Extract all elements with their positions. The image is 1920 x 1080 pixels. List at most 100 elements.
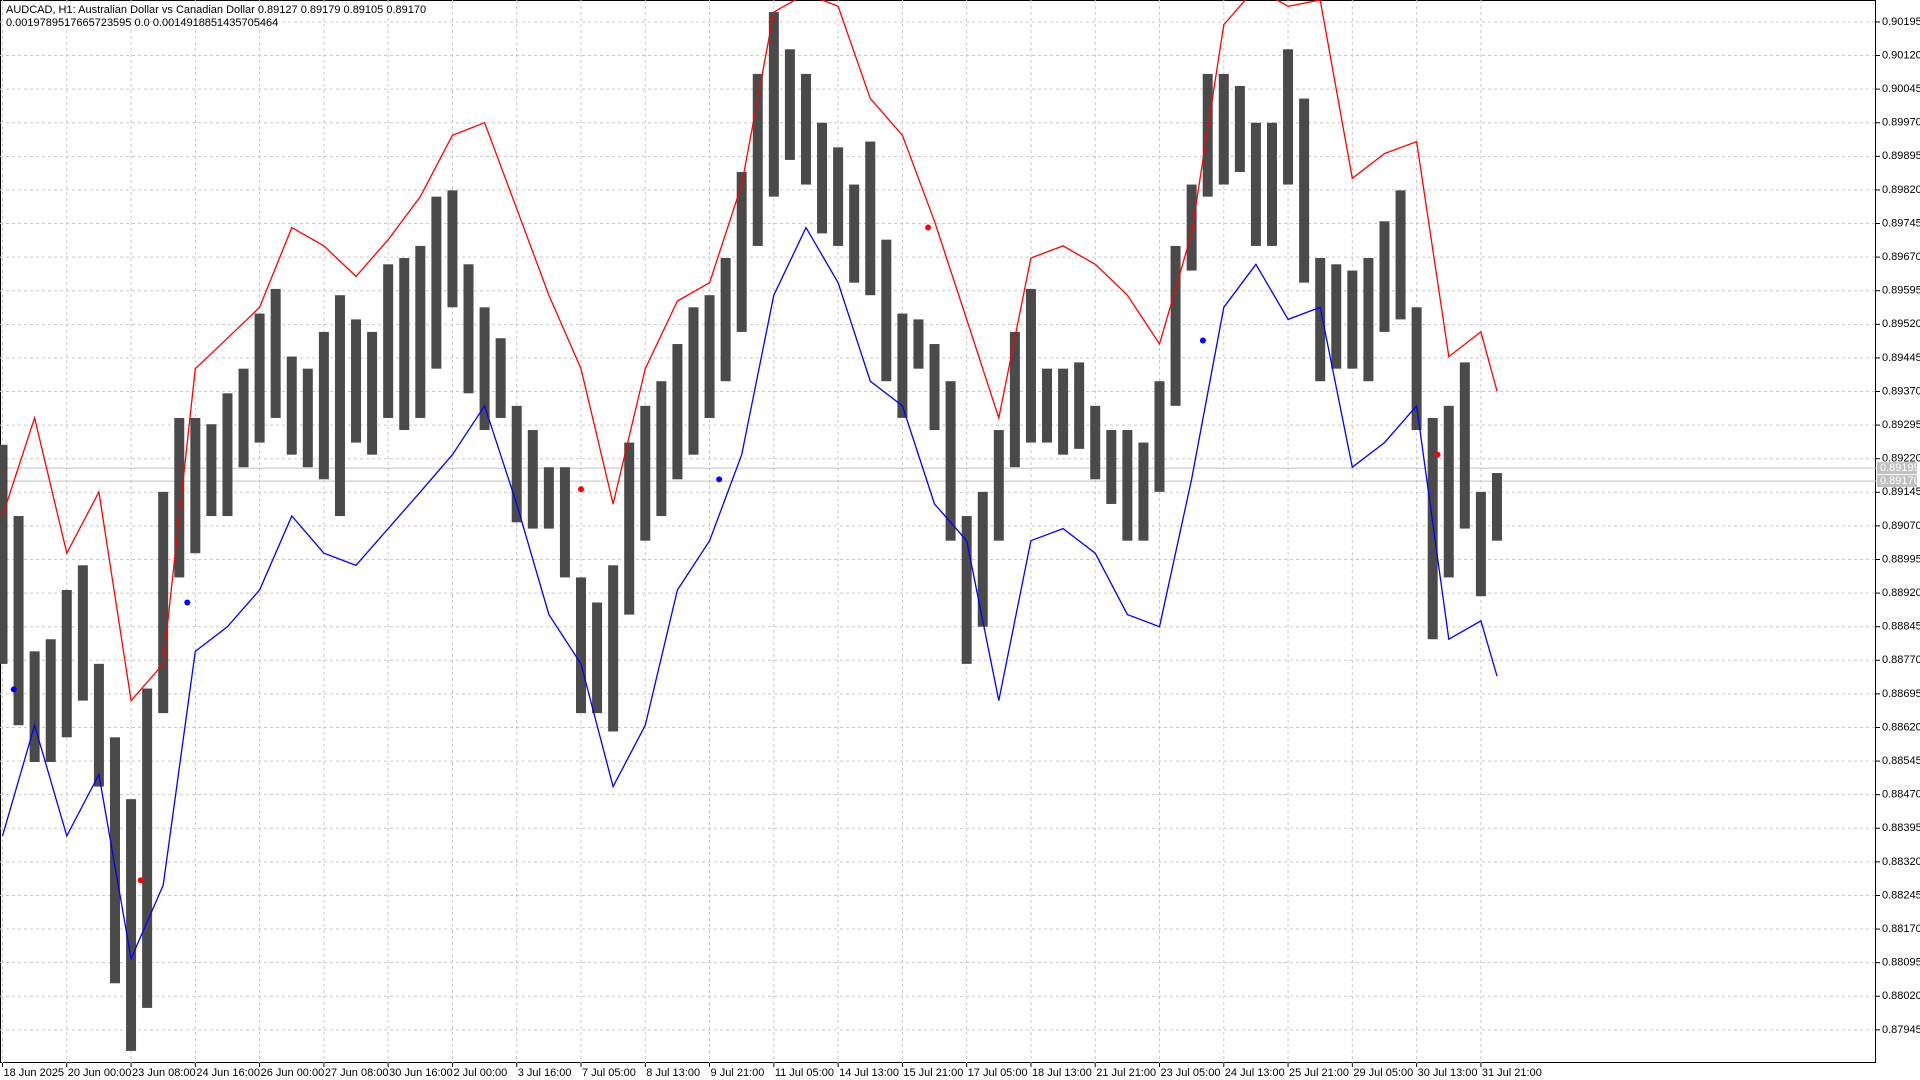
price-bar — [1379, 221, 1390, 332]
band-line — [1, 0, 1498, 703]
price-bar — [29, 651, 40, 762]
price-bar — [222, 393, 233, 517]
x-tick-label: 3 Jul 16:00 — [518, 1067, 572, 1079]
x-tick-label: 20 Jun 00:00 — [68, 1067, 132, 1079]
x-tick-label: 18 Jun 2025 — [4, 1067, 65, 1079]
y-tick-label: 0.90045 — [1882, 83, 1920, 95]
x-tick-label: 2 Jul 00:00 — [453, 1067, 507, 1079]
x-tick-label: 31 Jul 21:00 — [1482, 1067, 1542, 1079]
price-bar — [1250, 122, 1261, 246]
price-bar — [286, 356, 297, 455]
price-label: 0.89199 — [1880, 462, 1920, 474]
x-tick-label: 17 Jul 05:00 — [968, 1067, 1028, 1079]
x-tick-label: 29 Jul 05:00 — [1353, 1067, 1413, 1079]
price-bar — [624, 442, 635, 615]
y-tick-label: 0.89745 — [1882, 217, 1920, 229]
price-bar — [1170, 245, 1181, 406]
price-bar — [463, 264, 474, 394]
signal-dot — [716, 476, 723, 483]
price-bar — [1331, 264, 1342, 369]
price-bar — [1299, 98, 1310, 283]
x-tick-label: 24 Jun 16:00 — [196, 1067, 260, 1079]
price-bar — [479, 307, 490, 431]
price-bar — [849, 184, 860, 283]
price-bar — [45, 639, 56, 762]
y-tick-label: 0.89520 — [1882, 318, 1920, 330]
price-bar — [559, 467, 570, 578]
price-bar — [77, 565, 88, 701]
price-bar — [1266, 122, 1277, 246]
price-bar — [833, 147, 844, 246]
price-bar — [784, 49, 795, 160]
y-tick-label: 0.90195 — [1882, 16, 1920, 28]
price-label: 0.89170 — [1880, 475, 1920, 487]
price-bar — [656, 381, 667, 517]
price-bar — [720, 258, 731, 382]
price-bar — [672, 344, 683, 480]
price-bar — [0, 444, 8, 664]
price-bar — [13, 516, 24, 726]
price-bar — [302, 368, 313, 468]
price-bar — [543, 467, 554, 529]
price-bar — [1122, 430, 1133, 541]
price-bar — [495, 338, 506, 418]
price-bar — [1234, 86, 1245, 173]
y-tick-label: 0.89370 — [1882, 385, 1920, 397]
y-tick-label: 0.88845 — [1882, 621, 1920, 633]
x-tick-label: 7 Jul 05:00 — [582, 1067, 636, 1079]
price-bar — [1138, 442, 1149, 541]
price-bar — [929, 344, 940, 431]
price-bar — [961, 516, 972, 664]
y-tick-label: 0.89595 — [1882, 285, 1920, 297]
y-tick-label: 0.88095 — [1882, 957, 1920, 969]
price-bar — [576, 577, 587, 714]
price-bar — [1202, 73, 1213, 197]
signal-dot — [184, 599, 191, 606]
price-bar — [126, 799, 137, 1051]
price-bar — [527, 430, 538, 529]
chart-title: AUDCAD, H1: Australian Dollar vs Canadia… — [6, 4, 426, 16]
price-bar — [399, 258, 410, 431]
y-tick-label: 0.89145 — [1882, 486, 1920, 498]
price-bar — [977, 491, 988, 627]
price-bar — [334, 295, 345, 517]
signal-dot — [10, 686, 17, 693]
x-tick-label: 14 Jul 13:00 — [839, 1067, 899, 1079]
x-tick-label: 23 Jul 05:00 — [1161, 1067, 1221, 1079]
price-bar — [1025, 288, 1036, 443]
price-bar — [945, 381, 956, 541]
price-bar — [688, 307, 699, 455]
x-tick-label: 11 Jul 05:00 — [775, 1067, 834, 1079]
price-bar — [897, 313, 908, 418]
y-tick-label: 0.90120 — [1882, 49, 1920, 61]
price-bar — [383, 264, 394, 418]
price-bar — [752, 73, 763, 246]
price-bar — [158, 491, 169, 714]
price-bar — [431, 196, 442, 369]
price-label-box — [1877, 475, 1917, 488]
price-bar — [254, 313, 265, 443]
price-bar — [1491, 473, 1502, 541]
price-bar — [1074, 362, 1085, 449]
x-tick-label: 8 Jul 13:00 — [646, 1067, 700, 1079]
price-bar — [1459, 362, 1470, 529]
price-bar — [447, 190, 458, 308]
price-bar — [367, 331, 378, 455]
price-bar — [640, 405, 651, 541]
indicator-values: 0.0019789517665723595 0.0 0.001491885143… — [6, 17, 278, 29]
y-tick-label: 0.89895 — [1882, 150, 1920, 162]
grid — [0, 0, 1876, 1063]
price-bar — [1315, 258, 1326, 382]
x-tick-label: 26 Jun 00:00 — [261, 1067, 325, 1079]
x-tick-label: 21 Jul 21:00 — [1096, 1067, 1156, 1079]
price-bar — [817, 122, 828, 234]
x-tick-label: 23 Jun 08:00 — [132, 1067, 196, 1079]
price-bar — [736, 172, 747, 332]
y-tick-label: 0.89670 — [1882, 251, 1920, 263]
price-bar — [1443, 405, 1454, 578]
y-tick-label: 0.89445 — [1882, 352, 1920, 364]
x-tick-label: 30 Jul 13:00 — [1418, 1067, 1478, 1079]
price-bar — [1347, 270, 1358, 369]
x-tick-label: 30 Jun 16:00 — [389, 1067, 453, 1079]
